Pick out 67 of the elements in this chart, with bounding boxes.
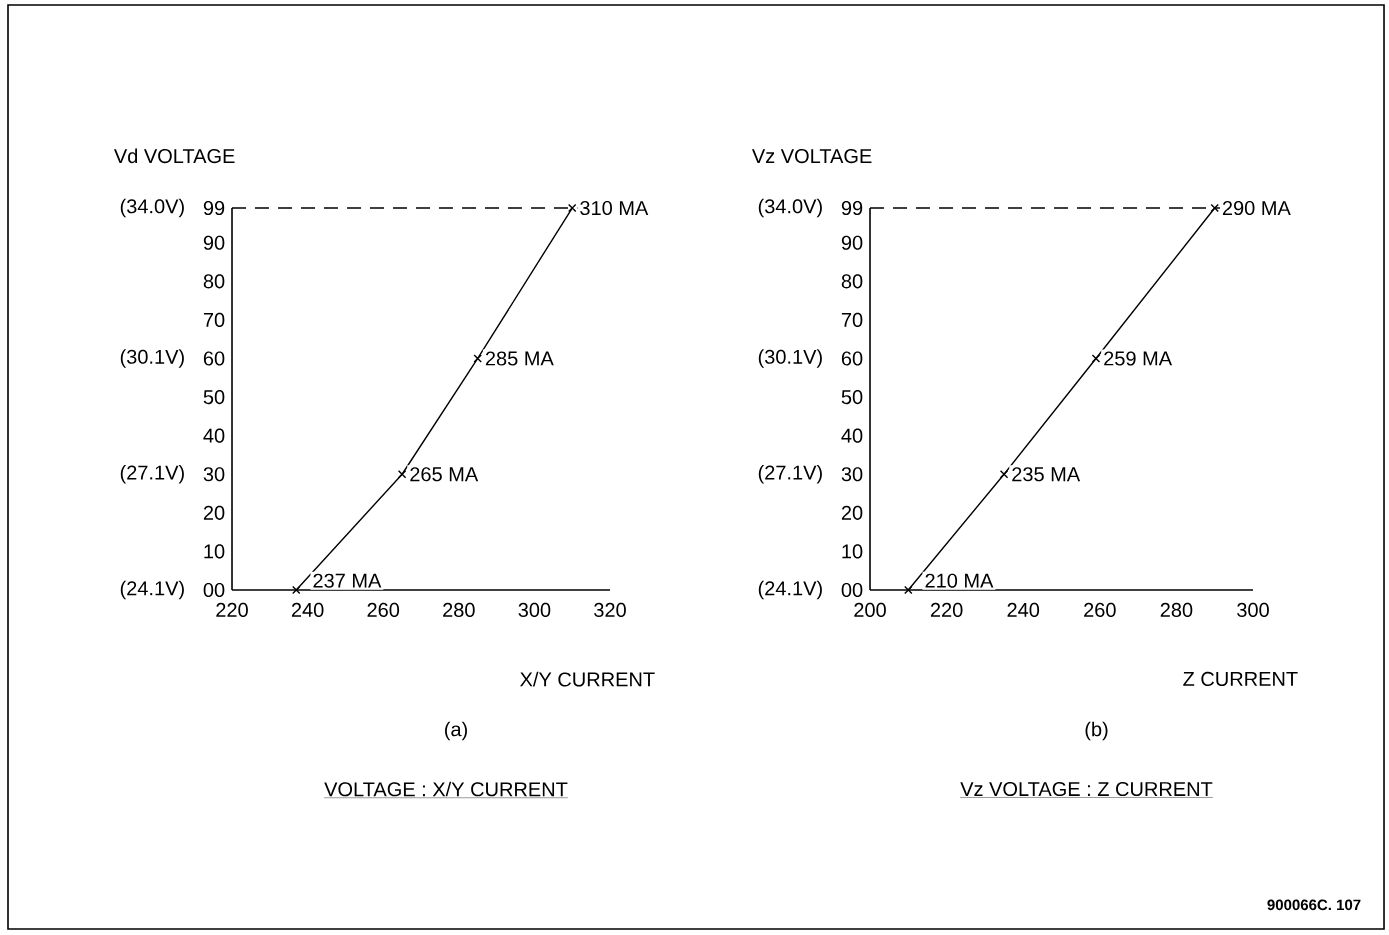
y-tick-label: 99: [203, 200, 225, 216]
y-tick-label: 60: [841, 351, 863, 366]
x-tick-label: 220: [930, 602, 963, 618]
point: [1210, 203, 1219, 213]
point: [1091, 354, 1101, 363]
text: VOLTAGE : X/Y CURRENT: [324, 781, 568, 797]
x-tick-label: 280: [443, 602, 475, 618]
y2-tick-label: (34.0V): [120, 198, 184, 218]
y2-tick-label: (27.1V): [758, 464, 822, 484]
x-tick-label: 300: [518, 602, 551, 618]
x-tick-label: 280: [1160, 602, 1193, 618]
point: [473, 354, 482, 363]
y-tick-label: 50: [841, 390, 863, 405]
y-tick-label: 60: [203, 351, 225, 366]
y-tick-label: 50: [203, 390, 225, 405]
y2-tick-label: (30.1V): [758, 349, 822, 368]
y-tick-label: 70: [841, 312, 863, 327]
y-tick-label: 90: [841, 235, 863, 250]
point: [292, 585, 301, 595]
y2-axis-title: Vz VOLTAGE: [751, 148, 872, 164]
x-axis-title: X/Y CURRENT: [520, 671, 655, 687]
y-tick-label: 70: [203, 312, 225, 327]
x-tick-label: 320: [594, 602, 626, 618]
annotation: 285 MA: [485, 351, 554, 366]
y-tick-label: 99: [841, 200, 863, 216]
annotation: 310 MA: [580, 200, 649, 216]
x-tick-label: 260: [1084, 602, 1116, 618]
y-tick-label: 00: [203, 582, 225, 598]
y-tick-label: 30: [841, 467, 863, 482]
annotation: 210 MA: [925, 573, 994, 588]
y2-tick-label: (34.0V): [758, 198, 822, 218]
point: [567, 203, 577, 213]
y-tick-label: 80: [841, 274, 863, 289]
y-tick-label: 20: [841, 505, 863, 520]
y2-tick-label: (24.1V): [120, 580, 184, 600]
annotation: 265 MA: [410, 467, 479, 482]
y2-tick-label: (27.1V): [120, 464, 184, 484]
y2-tick-label: (24.1V): [758, 580, 822, 600]
point: [397, 470, 407, 479]
y-tick-label: 80: [203, 274, 225, 289]
y2-axis-title: Vd VOLTAGE: [113, 148, 235, 164]
annotation: 290 MA: [1222, 200, 1291, 216]
x-tick-label: 260: [367, 602, 400, 618]
y-tick-label: 00: [841, 582, 863, 598]
y-tick-label: 30: [203, 467, 225, 482]
y-tick-label: 20: [203, 505, 225, 520]
x-tick-label: 240: [1007, 602, 1040, 618]
text: (b): [1085, 721, 1108, 741]
y-tick-label: 10: [842, 544, 863, 559]
annotation: 235 MA: [1012, 467, 1081, 482]
x-tick-label: 220: [216, 602, 248, 618]
text: Vz VOLTAGE : Z CURRENT: [960, 781, 1213, 797]
y-tick-label: 40: [203, 428, 225, 443]
x-tick-label: 240: [291, 602, 324, 618]
y-tick-label: 40: [841, 428, 863, 443]
point: [904, 585, 913, 595]
x-axis-title: Z CURRENT: [1183, 671, 1298, 687]
annotation: 237 MA: [313, 573, 382, 588]
y-tick-label: 10: [204, 544, 225, 559]
y2-tick-label: (30.1V): [120, 349, 184, 368]
point: [999, 470, 1009, 479]
annotation: 259 MA: [1104, 351, 1173, 366]
x-tick-label: 300: [1237, 602, 1269, 618]
text: 900066C. 107: [1267, 899, 1361, 911]
x-tick-label: 200: [854, 602, 886, 618]
y-tick-label: 90: [203, 235, 225, 250]
text: (a): [445, 721, 467, 741]
